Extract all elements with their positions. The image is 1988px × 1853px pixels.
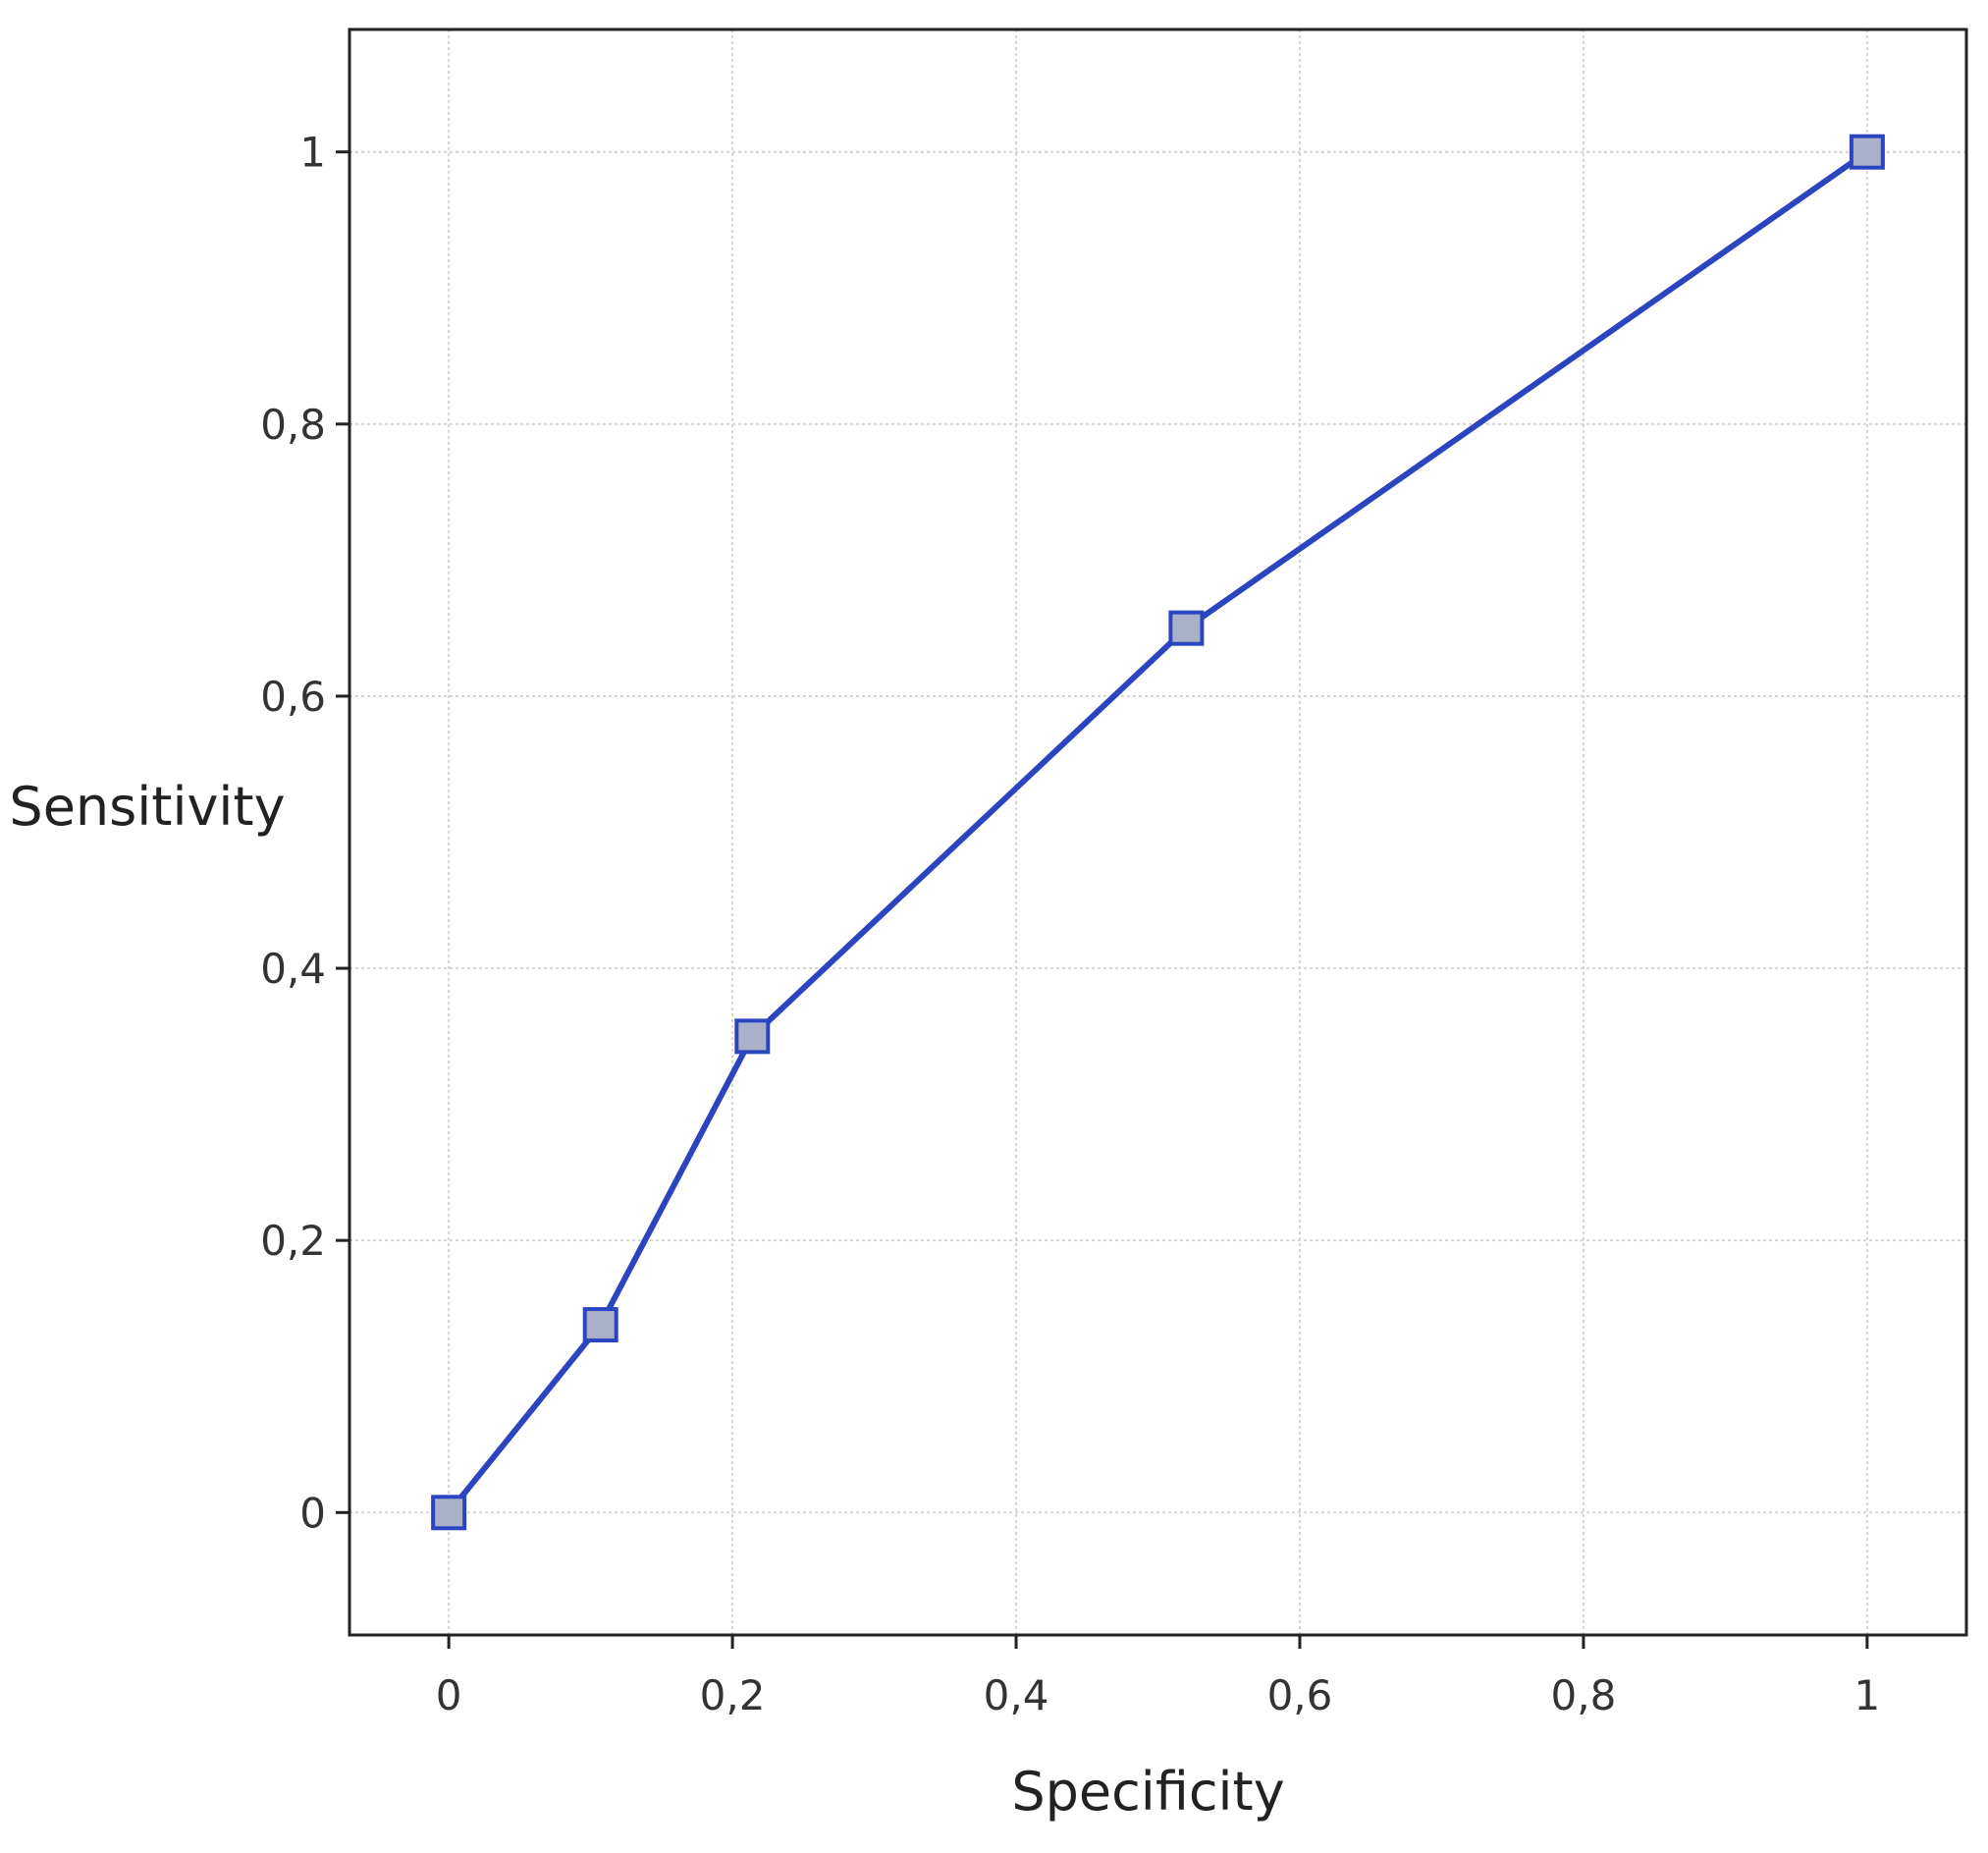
series [431, 134, 1885, 1531]
data-point-marker [431, 1495, 467, 1531]
data-point-marker [1849, 134, 1885, 170]
y-axis-label: Sensitivity [9, 776, 285, 838]
y-tick-label: 0,2 [260, 1217, 326, 1265]
x-tick-label: 1 [1854, 1671, 1881, 1719]
data-point-marker [582, 1307, 618, 1343]
y-tick-label: 0 [299, 1489, 326, 1537]
y-tick-label: 0,8 [260, 401, 326, 449]
plot-area-frame [348, 27, 1968, 1637]
data-point-marker [734, 1018, 771, 1055]
x-tick-label: 0,2 [700, 1671, 766, 1719]
x-axis-label: Specificity [1011, 1761, 1284, 1823]
y-tick-label: 0,6 [260, 673, 326, 721]
y-tick-label: 1 [299, 129, 326, 177]
x-tick-label: 0,8 [1551, 1671, 1617, 1719]
x-tick-label: 0,4 [984, 1671, 1049, 1719]
series-line [446, 149, 1869, 1515]
x-tick-label: 0 [436, 1671, 462, 1719]
axis-ticks: 0 0,2 0,4 0,6 0,8 1 0 0,2 0,4 0,6 0,8 1 [260, 129, 1880, 1719]
y-tick-label: 0,4 [260, 945, 326, 993]
data-point-marker [1168, 610, 1205, 646]
grid [349, 29, 1966, 1635]
x-tick-label: 0,6 [1267, 1671, 1333, 1719]
